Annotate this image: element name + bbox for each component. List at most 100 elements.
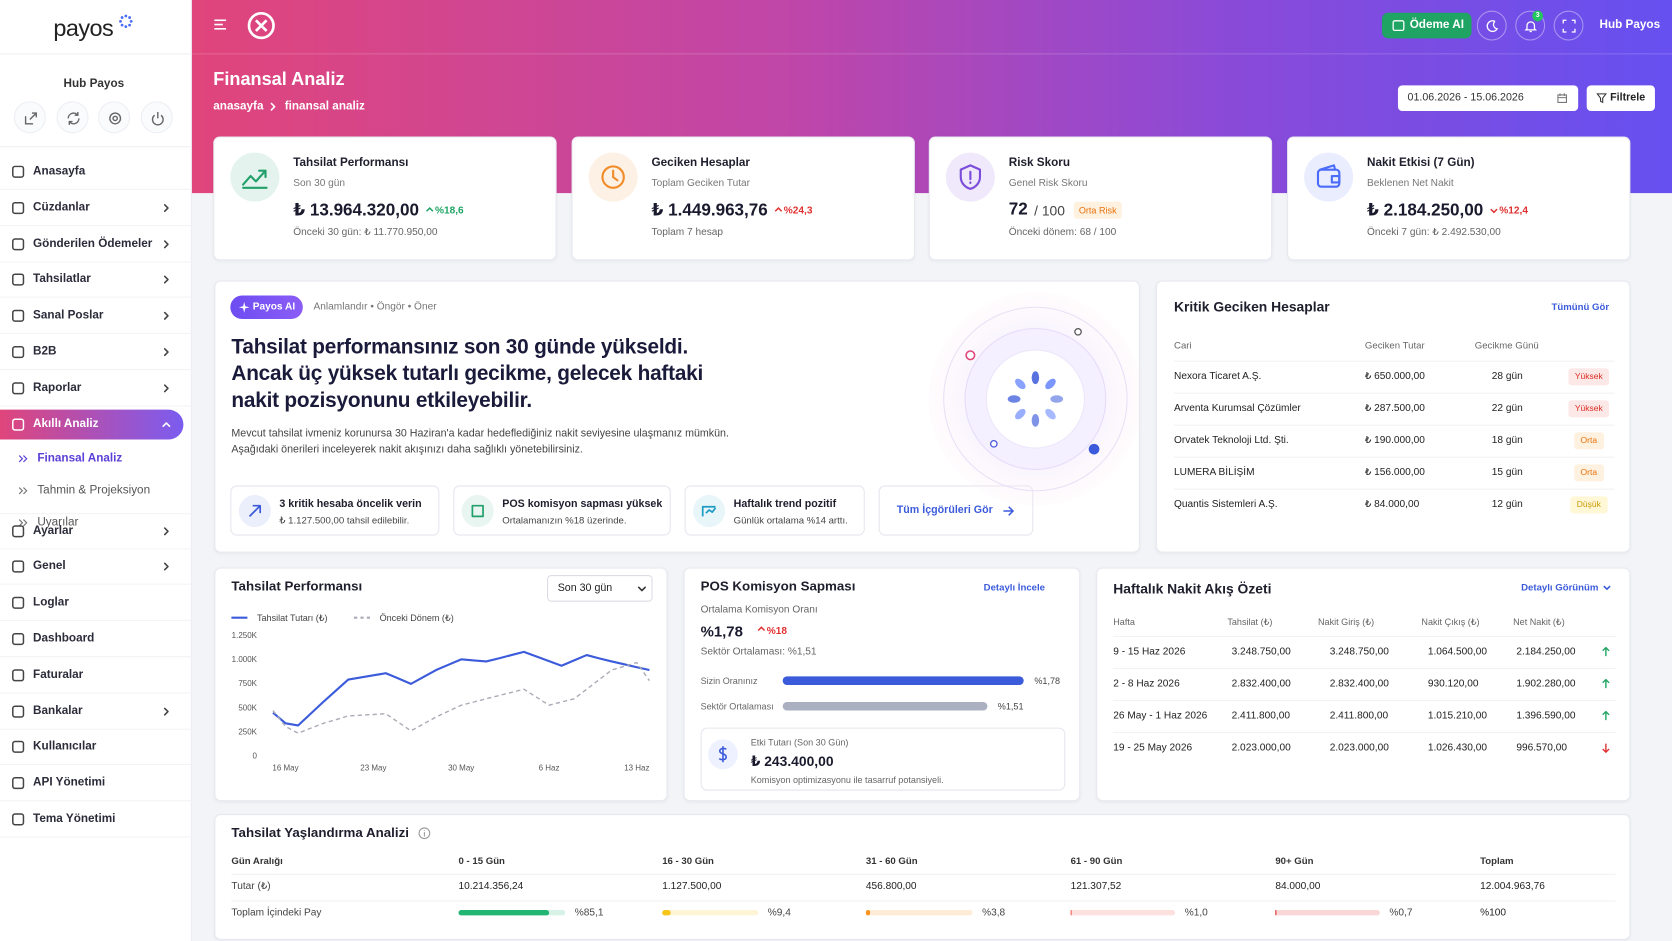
glyph	[1557, 93, 1567, 103]
logo-spark	[119, 14, 133, 29]
amount: 12.004.963,76	[1480, 880, 1545, 893]
menu-divider	[0, 692, 192, 694]
risk-badge: Yüksek	[1568, 400, 1610, 417]
card-link[interactable]: Detaylı Görünüm	[1521, 582, 1599, 593]
kpi-note: Önceki dönem: 68 / 100	[1008, 226, 1117, 239]
menu-item[interactable]: Raporlar	[33, 381, 82, 394]
quick-action[interactable]	[140, 101, 173, 134]
chevron-icon	[163, 311, 169, 321]
menu-item[interactable]: Bankalar	[33, 704, 83, 717]
kpi-note: Önceki 7 gün: ₺ 2.492.530,00	[1367, 226, 1501, 239]
menu-item[interactable]: Anasayfa	[33, 164, 86, 178]
insights-link[interactable]: Tüm İçgörüleri Gör	[878, 485, 1034, 536]
menu-item[interactable]: Dashboard	[33, 632, 95, 645]
share-bar	[1070, 910, 1072, 916]
menu-item[interactable]: Gönderilen Ödemeler	[33, 236, 153, 250]
topbar-button[interactable]	[1553, 10, 1584, 41]
y-tick-label: 500K	[238, 703, 257, 712]
submenu-bullet	[18, 518, 28, 526]
amount: 1.015.210,00	[1427, 709, 1487, 722]
chevron-icon	[163, 275, 169, 284]
kpi-value-row: ₺ 2.184.250,00 %12,4	[1367, 198, 1528, 221]
card-title: Kritik Geciken Hesaplar	[1174, 298, 1330, 315]
menu-item[interactable]: Tema Yönetimi	[33, 812, 116, 826]
menu-item[interactable]: Cüzdanlar	[33, 200, 90, 214]
column-header: Toplam	[1480, 855, 1514, 866]
pos-deviation: POS Komisyon Sapması Detaylı İncele Ortala…	[683, 567, 1081, 802]
amount: 1.902.280,00	[1516, 677, 1576, 690]
glyph	[112, 115, 118, 122]
share-track	[865, 910, 973, 916]
impact-glyph	[718, 746, 727, 763]
share-track	[1275, 910, 1380, 916]
trend-arrow	[774, 206, 783, 212]
kpi-glyph	[242, 169, 268, 189]
kpi-change-value: %24,3	[783, 204, 813, 217]
logo-dot	[129, 19, 133, 23]
menu-item[interactable]: API Yönetimi	[33, 776, 106, 790]
kpi-subtitle: Son 30 gün	[293, 177, 346, 190]
menu-item[interactable]: Loglar	[33, 595, 69, 609]
menu-icon	[12, 345, 25, 359]
chevron-icon	[163, 562, 169, 571]
kpi-note: Toplam 7 hesap	[651, 226, 724, 239]
sector-average: Sektör Ortalaması: %1,51	[700, 645, 817, 658]
card-link[interactable]: Detaylı İncele	[983, 582, 1046, 593]
account-amount: ₺ 156.000,00	[1364, 466, 1425, 479]
risk-badge: Düşük	[1570, 496, 1608, 513]
glyph	[1392, 20, 1405, 32]
period-select[interactable]: Son 30 gün	[547, 575, 653, 602]
menu-divider	[0, 836, 192, 838]
menu-item[interactable]: Tahsilatlar	[33, 272, 91, 286]
ai-body: Mevcut tahsilat ivmeniz korunursa 30 Haz…	[231, 427, 729, 440]
menu-item[interactable]: Kullanıcılar	[33, 740, 97, 754]
menu-item[interactable]: Sanal Poslar	[33, 308, 104, 322]
insight-card[interactable]: Haftalık trend pozitif Günlük ortalama %1…	[684, 485, 865, 536]
menu-item[interactable]: Akıllı Analiz	[33, 417, 99, 430]
topbar-button[interactable]	[1476, 10, 1507, 41]
spinner-dot	[1007, 395, 1021, 403]
row-divider	[1113, 731, 1616, 733]
topbar-button[interactable]	[1515, 10, 1546, 41]
ai-button[interactable]: Ödeme AI	[1381, 12, 1472, 39]
rate-bar	[782, 676, 1024, 685]
trend-arrow	[1602, 678, 1610, 689]
insight-card[interactable]: POS komisyon sapması yüksek Ortalamanızın…	[453, 485, 671, 536]
date-range-input[interactable]: 01.06.2026 - 15.06.2026	[1397, 85, 1579, 111]
kpi-value: ₺ 13.964.320,00	[293, 201, 419, 220]
submenu-item[interactable]: Uyarılar	[37, 515, 79, 529]
insight-card[interactable]: 3 kritik hesaba öncelik verin ₺ 1.127.500…	[230, 485, 440, 536]
trend-arrow	[1602, 646, 1610, 657]
quick-action[interactable]	[98, 101, 131, 134]
menu-divider	[0, 547, 192, 550]
submenu-item[interactable]: Tahmin & Projeksiyon	[37, 483, 151, 497]
ai-headline: Ancak üç yüksek tutarlı gecikme, gelecek…	[231, 362, 704, 386]
kpi-icon-bg	[230, 152, 280, 202]
menu-icon	[12, 309, 25, 323]
column-header: Net Nakit (₺)	[1513, 616, 1565, 628]
quick-action[interactable]	[13, 101, 46, 134]
menu-item[interactable]: Faturalar	[33, 668, 84, 681]
menu-item[interactable]: B2B	[33, 345, 57, 358]
submenu-item[interactable]: Finansal Analiz	[37, 451, 123, 465]
share-bar	[662, 910, 672, 916]
bar-label: Sizin Oranınız	[700, 675, 758, 686]
quick-action[interactable]	[56, 101, 89, 134]
chevron	[163, 348, 169, 357]
column-header: Tahsilat (₺)	[1227, 616, 1273, 628]
chevron-icon	[162, 421, 171, 427]
series-line	[272, 661, 650, 734]
account-amount: ₺ 650.000,00	[1364, 370, 1425, 383]
breadcrumb-link[interactable]: anasayfa	[213, 99, 264, 113]
card-link[interactable]: Tümünü Gör	[1551, 301, 1610, 313]
brand-logo: payos	[53, 14, 114, 42]
row-divider	[1113, 667, 1616, 669]
chevron-icon	[1603, 585, 1611, 590]
menu-item[interactable]: Genel	[33, 559, 66, 573]
share-value: %3,8	[982, 907, 1006, 919]
filter-button[interactable]: Filtrele	[1586, 85, 1655, 111]
card-title: Haftalık Nakit Akış Özeti	[1113, 580, 1272, 597]
kpi-card: Risk Skoru Genel Risk Skoru 72 / 100 Orta Ri…	[928, 136, 1273, 261]
menu-item[interactable]: Ayarlar	[33, 523, 74, 537]
